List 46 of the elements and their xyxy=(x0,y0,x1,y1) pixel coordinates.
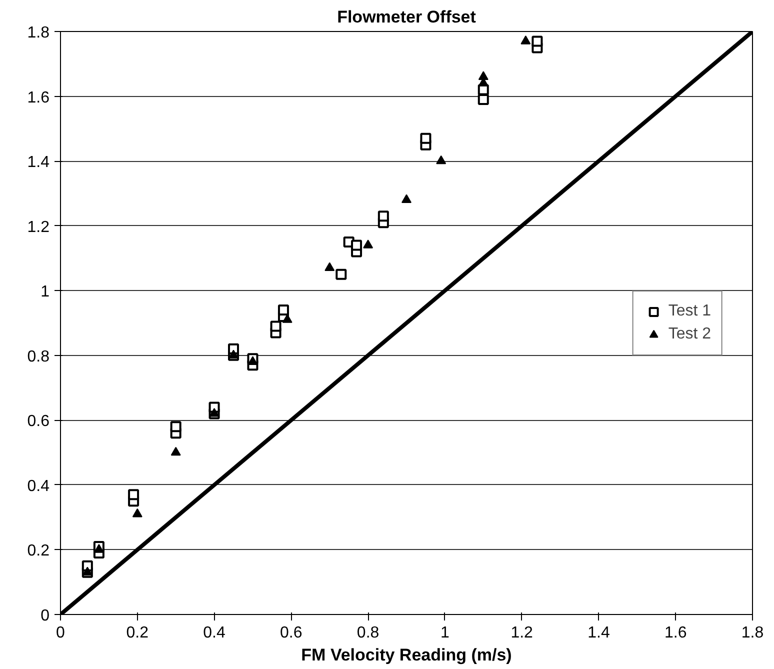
point xyxy=(278,304,289,316)
legend-label: Test 1 xyxy=(668,302,711,320)
y-tick-label: 0.4 xyxy=(27,478,50,495)
x-tick-label: 0.6 xyxy=(280,624,302,642)
point xyxy=(248,356,258,365)
point xyxy=(282,314,292,323)
point xyxy=(351,240,362,251)
point xyxy=(132,508,142,518)
x-tick-label: 0.8 xyxy=(356,624,380,642)
point xyxy=(378,210,389,222)
x-tick-label: 0.2 xyxy=(126,624,149,642)
point xyxy=(478,71,488,80)
point xyxy=(336,268,347,280)
y-tick-label: 1 xyxy=(40,284,50,301)
point xyxy=(82,566,92,576)
y-tick-label: 1.2 xyxy=(27,218,50,236)
legend-label: Test 2 xyxy=(668,325,711,343)
point xyxy=(170,446,181,456)
chart-title: Flowmeter Offset xyxy=(337,8,476,26)
y-tick-label: 0 xyxy=(40,608,50,624)
point xyxy=(532,36,543,47)
point xyxy=(324,262,335,272)
point xyxy=(402,194,412,204)
y-tick-label: 0.8 xyxy=(27,348,50,366)
y-tick-label: 0.6 xyxy=(27,413,50,430)
point xyxy=(128,489,140,500)
point xyxy=(520,36,531,44)
x-tick-label: 1.2 xyxy=(510,624,534,642)
x-tick-label: 1.6 xyxy=(664,624,687,642)
x-tick-label: 0 xyxy=(56,624,66,642)
point xyxy=(94,544,104,553)
y-tick-label: 1.6 xyxy=(27,89,50,106)
point xyxy=(478,94,489,106)
x-tick-label: 1 xyxy=(440,624,450,642)
x-tick-label: 0.4 xyxy=(203,624,226,642)
x-tick-label: 1.4 xyxy=(588,624,610,642)
point xyxy=(436,155,446,164)
x-tick-label: 1.8 xyxy=(741,624,764,642)
y-tick-label: 0.2 xyxy=(27,542,50,560)
x-axis-title: FM Velocity Reading (m/s) xyxy=(301,646,512,664)
point xyxy=(363,240,374,248)
y-tick-label: 1.4 xyxy=(27,154,50,172)
point xyxy=(420,132,432,144)
point xyxy=(170,421,182,432)
y-tick-label: 1.8 xyxy=(27,24,50,42)
point xyxy=(270,320,282,332)
